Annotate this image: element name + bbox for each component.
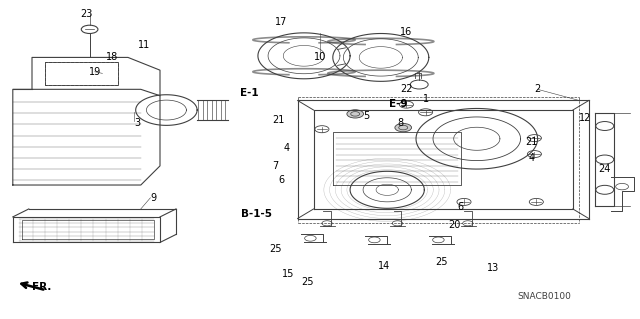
Text: 22: 22 bbox=[400, 84, 413, 94]
Text: 1: 1 bbox=[422, 94, 429, 104]
Text: 7: 7 bbox=[272, 161, 278, 171]
Text: 9: 9 bbox=[150, 193, 157, 203]
Text: FR.: FR. bbox=[32, 282, 51, 292]
Text: 20: 20 bbox=[448, 220, 461, 230]
Text: E-9: E-9 bbox=[390, 99, 408, 109]
Text: B-1-5: B-1-5 bbox=[241, 209, 271, 219]
Text: 11: 11 bbox=[138, 40, 150, 50]
Text: 4: 4 bbox=[284, 143, 290, 153]
Text: 23: 23 bbox=[80, 9, 93, 19]
Text: 8: 8 bbox=[397, 118, 403, 128]
Bar bbox=[45, 62, 118, 85]
Text: 25: 25 bbox=[301, 277, 314, 287]
Text: 18: 18 bbox=[106, 52, 118, 63]
Text: 17: 17 bbox=[275, 17, 288, 27]
Circle shape bbox=[347, 110, 364, 118]
Text: 15: 15 bbox=[282, 269, 294, 279]
Text: 25: 25 bbox=[269, 244, 282, 254]
Text: 3: 3 bbox=[134, 118, 141, 128]
Text: 21: 21 bbox=[525, 137, 538, 147]
Text: 14: 14 bbox=[378, 261, 390, 271]
Text: 10: 10 bbox=[314, 52, 326, 63]
Text: 24: 24 bbox=[598, 164, 611, 174]
Text: 12: 12 bbox=[579, 113, 592, 123]
Text: 21: 21 bbox=[272, 115, 285, 125]
Text: 16: 16 bbox=[400, 27, 413, 37]
Text: 25: 25 bbox=[435, 256, 448, 267]
Text: 2: 2 bbox=[534, 84, 541, 94]
Circle shape bbox=[395, 123, 412, 132]
Text: SNACB0100: SNACB0100 bbox=[517, 292, 571, 301]
Text: 13: 13 bbox=[486, 263, 499, 273]
Text: 6: 6 bbox=[278, 175, 285, 185]
Text: 6: 6 bbox=[458, 202, 464, 212]
Text: 19: 19 bbox=[88, 67, 101, 77]
Text: E-1: E-1 bbox=[240, 87, 259, 98]
Text: 4: 4 bbox=[528, 153, 534, 163]
Text: 5: 5 bbox=[364, 111, 370, 122]
